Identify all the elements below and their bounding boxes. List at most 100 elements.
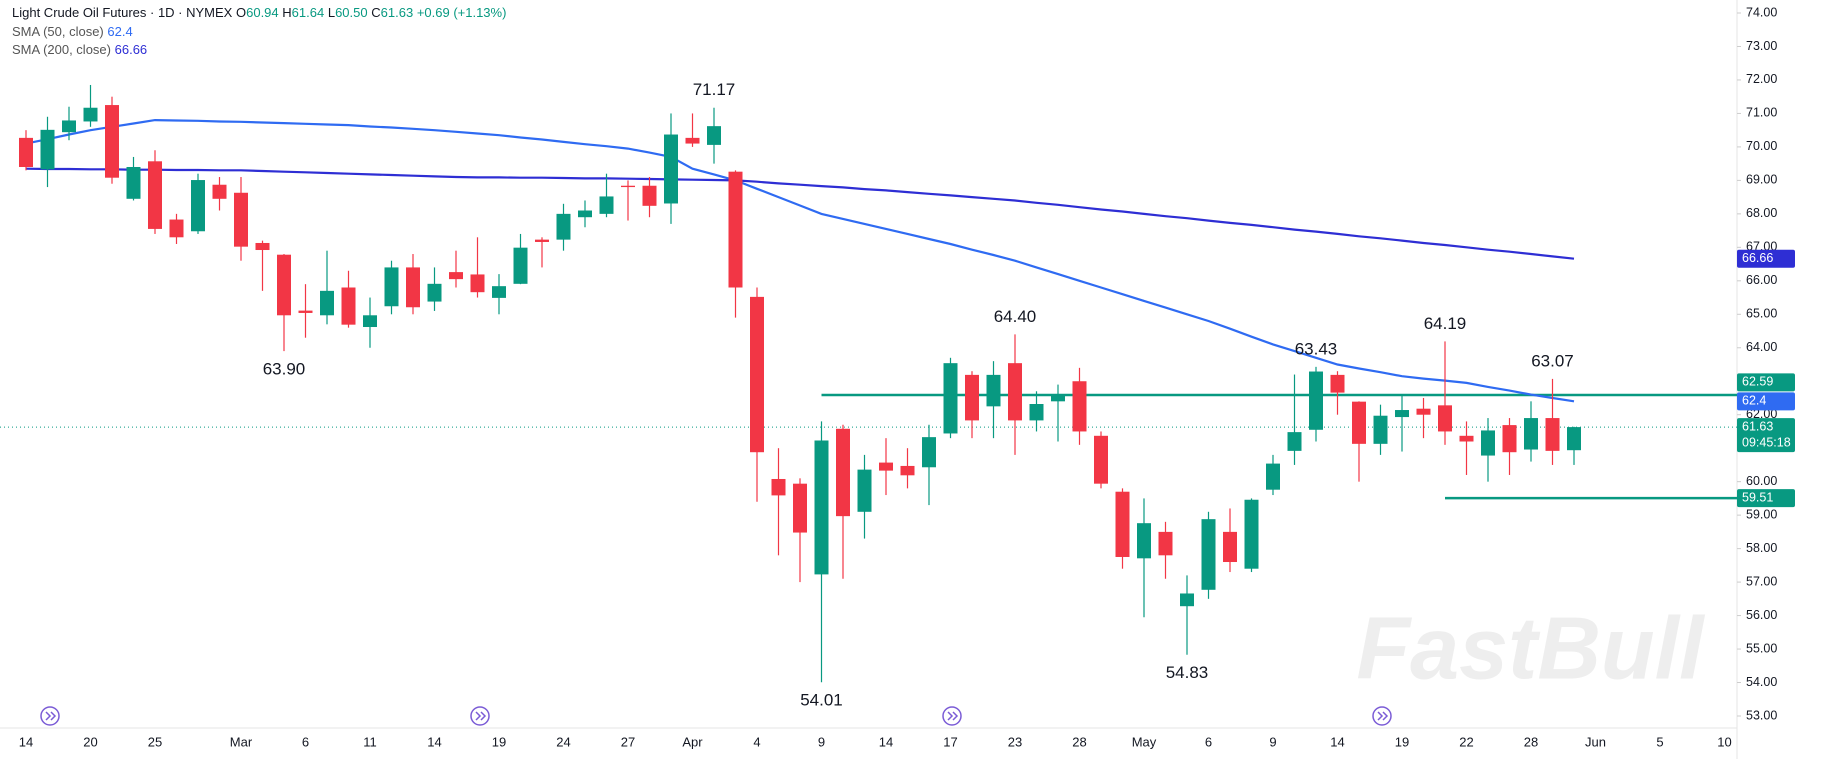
candle-body: [148, 161, 162, 229]
event-icon-glyph: [947, 711, 959, 721]
x-tick-label: 19: [1395, 734, 1409, 749]
candle-body: [599, 196, 614, 214]
x-tick-label: 14: [879, 734, 893, 749]
candle-body: [1072, 381, 1087, 432]
axis-badge-label: 62.4: [1742, 394, 1766, 408]
y-tick-label: 73.00: [1746, 39, 1777, 53]
sma-line: [25, 118, 1575, 403]
event-icon[interactable]: [470, 706, 490, 726]
x-tick-label: 14: [1330, 734, 1344, 749]
legend-label: SMA (200, close): [12, 42, 111, 57]
candle-body: [1051, 395, 1065, 402]
x-tick-label: May: [1132, 734, 1157, 749]
candle-body: [212, 184, 227, 199]
extreme-label: 63.07: [1531, 351, 1574, 370]
candle-body: [836, 428, 850, 517]
candle-body: [1029, 404, 1044, 421]
instrument-title: Light Crude Oil Futures · 1D · NYMEX: [12, 5, 233, 20]
candle-body: [1502, 425, 1517, 453]
legend-sma50: SMA (50, close) 62.4: [12, 24, 133, 39]
event-icons: [40, 706, 1392, 726]
candle-body: [427, 283, 442, 302]
candle-body: [986, 374, 1001, 407]
ohlc-value: 61.63: [380, 5, 414, 20]
ohlc-label: L: [327, 5, 336, 20]
axis-badge: [1737, 489, 1795, 508]
header: Light Crude Oil Futures · 1D · NYMEX O60…: [12, 5, 506, 20]
x-tick-label: 14: [19, 734, 33, 749]
candle-body: [277, 254, 291, 316]
event-icon-glyph: [475, 711, 487, 721]
candle-body: [1481, 430, 1495, 456]
x-tick-label: 19: [492, 734, 506, 749]
candle-body: [191, 180, 205, 232]
y-tick-label: 53.00: [1746, 708, 1777, 722]
x-tick-label: 20: [83, 734, 97, 749]
y-tick-label: 59.00: [1746, 507, 1777, 521]
event-icon[interactable]: [1372, 706, 1392, 726]
axis-badge: [1737, 418, 1795, 453]
candle-body: [1094, 435, 1108, 484]
x-tick-label: 27: [621, 734, 635, 749]
y-tick-label: 69.00: [1746, 173, 1777, 187]
x-tick-label: 23: [1008, 734, 1022, 749]
y-tick-label: 57.00: [1746, 574, 1777, 588]
extreme-label: 54.01: [800, 691, 843, 710]
axis-badge-label: 59.51: [1742, 490, 1773, 504]
candle-body: [320, 290, 334, 316]
y-tick-label: 65.00: [1746, 307, 1777, 321]
extreme-label: 54.83: [1166, 663, 1209, 682]
y-tick-label: 54.00: [1746, 675, 1777, 689]
candle-body: [1373, 415, 1388, 444]
x-tick-label: Apr: [682, 734, 703, 749]
candle-body: [384, 267, 399, 307]
x-tick-label: 24: [556, 734, 570, 749]
candle-body: [492, 286, 506, 298]
extreme-label: 63.90: [263, 360, 306, 379]
x-tick-label: 6: [302, 734, 309, 749]
candle-body: [126, 166, 141, 199]
candle-body: [105, 105, 119, 178]
ohlc-label: C: [371, 5, 381, 20]
candle-body: [1524, 418, 1538, 450]
candle-body: [1008, 363, 1022, 421]
candle-body: [750, 296, 764, 453]
change: +0.69 (+1.13%): [416, 5, 507, 20]
candle-body: [556, 213, 571, 240]
extreme-label: 64.40: [994, 307, 1037, 326]
event-icon[interactable]: [942, 706, 962, 726]
candle-body: [363, 315, 377, 328]
y-tick-label: 68.00: [1746, 206, 1777, 220]
candle-body: [298, 310, 313, 313]
axis-badge-label: 62.59: [1742, 375, 1773, 389]
candle-body: [1545, 418, 1560, 451]
candle-body: [1459, 435, 1474, 442]
axis-badge-label: 66.66: [1742, 251, 1773, 265]
ohlc-value: 60.50: [335, 5, 368, 20]
x-tick-label: 11: [363, 734, 377, 749]
candle-body: [1287, 432, 1302, 451]
candle-body: [1266, 463, 1280, 490]
candle-body: [1115, 491, 1130, 557]
sma-line: [25, 167, 1575, 260]
ohlc: O60.94 H61.64 L60.50 C61.63: [236, 5, 417, 20]
extreme-label: 64.19: [1424, 314, 1467, 333]
candle-body: [1416, 408, 1431, 415]
event-icon[interactable]: [40, 706, 60, 726]
candle-body: [1309, 371, 1323, 430]
y-tick-label: 66.00: [1746, 273, 1777, 287]
x-tick-label: 6: [1205, 734, 1212, 749]
candle-body: [341, 287, 356, 325]
candle-body: [470, 274, 485, 293]
candle-body: [621, 185, 635, 188]
candle-body: [19, 137, 33, 167]
candle-body: [879, 462, 893, 471]
watermark: FastBull: [1356, 598, 1705, 697]
candle-body: [1158, 531, 1173, 556]
candle-body: [793, 483, 807, 533]
x-tick-label: 4: [753, 734, 760, 749]
y-tick-label: 64.00: [1746, 340, 1777, 354]
candle-body: [857, 469, 872, 512]
legend-sma200: SMA (200, close) 66.66: [12, 42, 147, 57]
candle-body: [234, 192, 248, 247]
